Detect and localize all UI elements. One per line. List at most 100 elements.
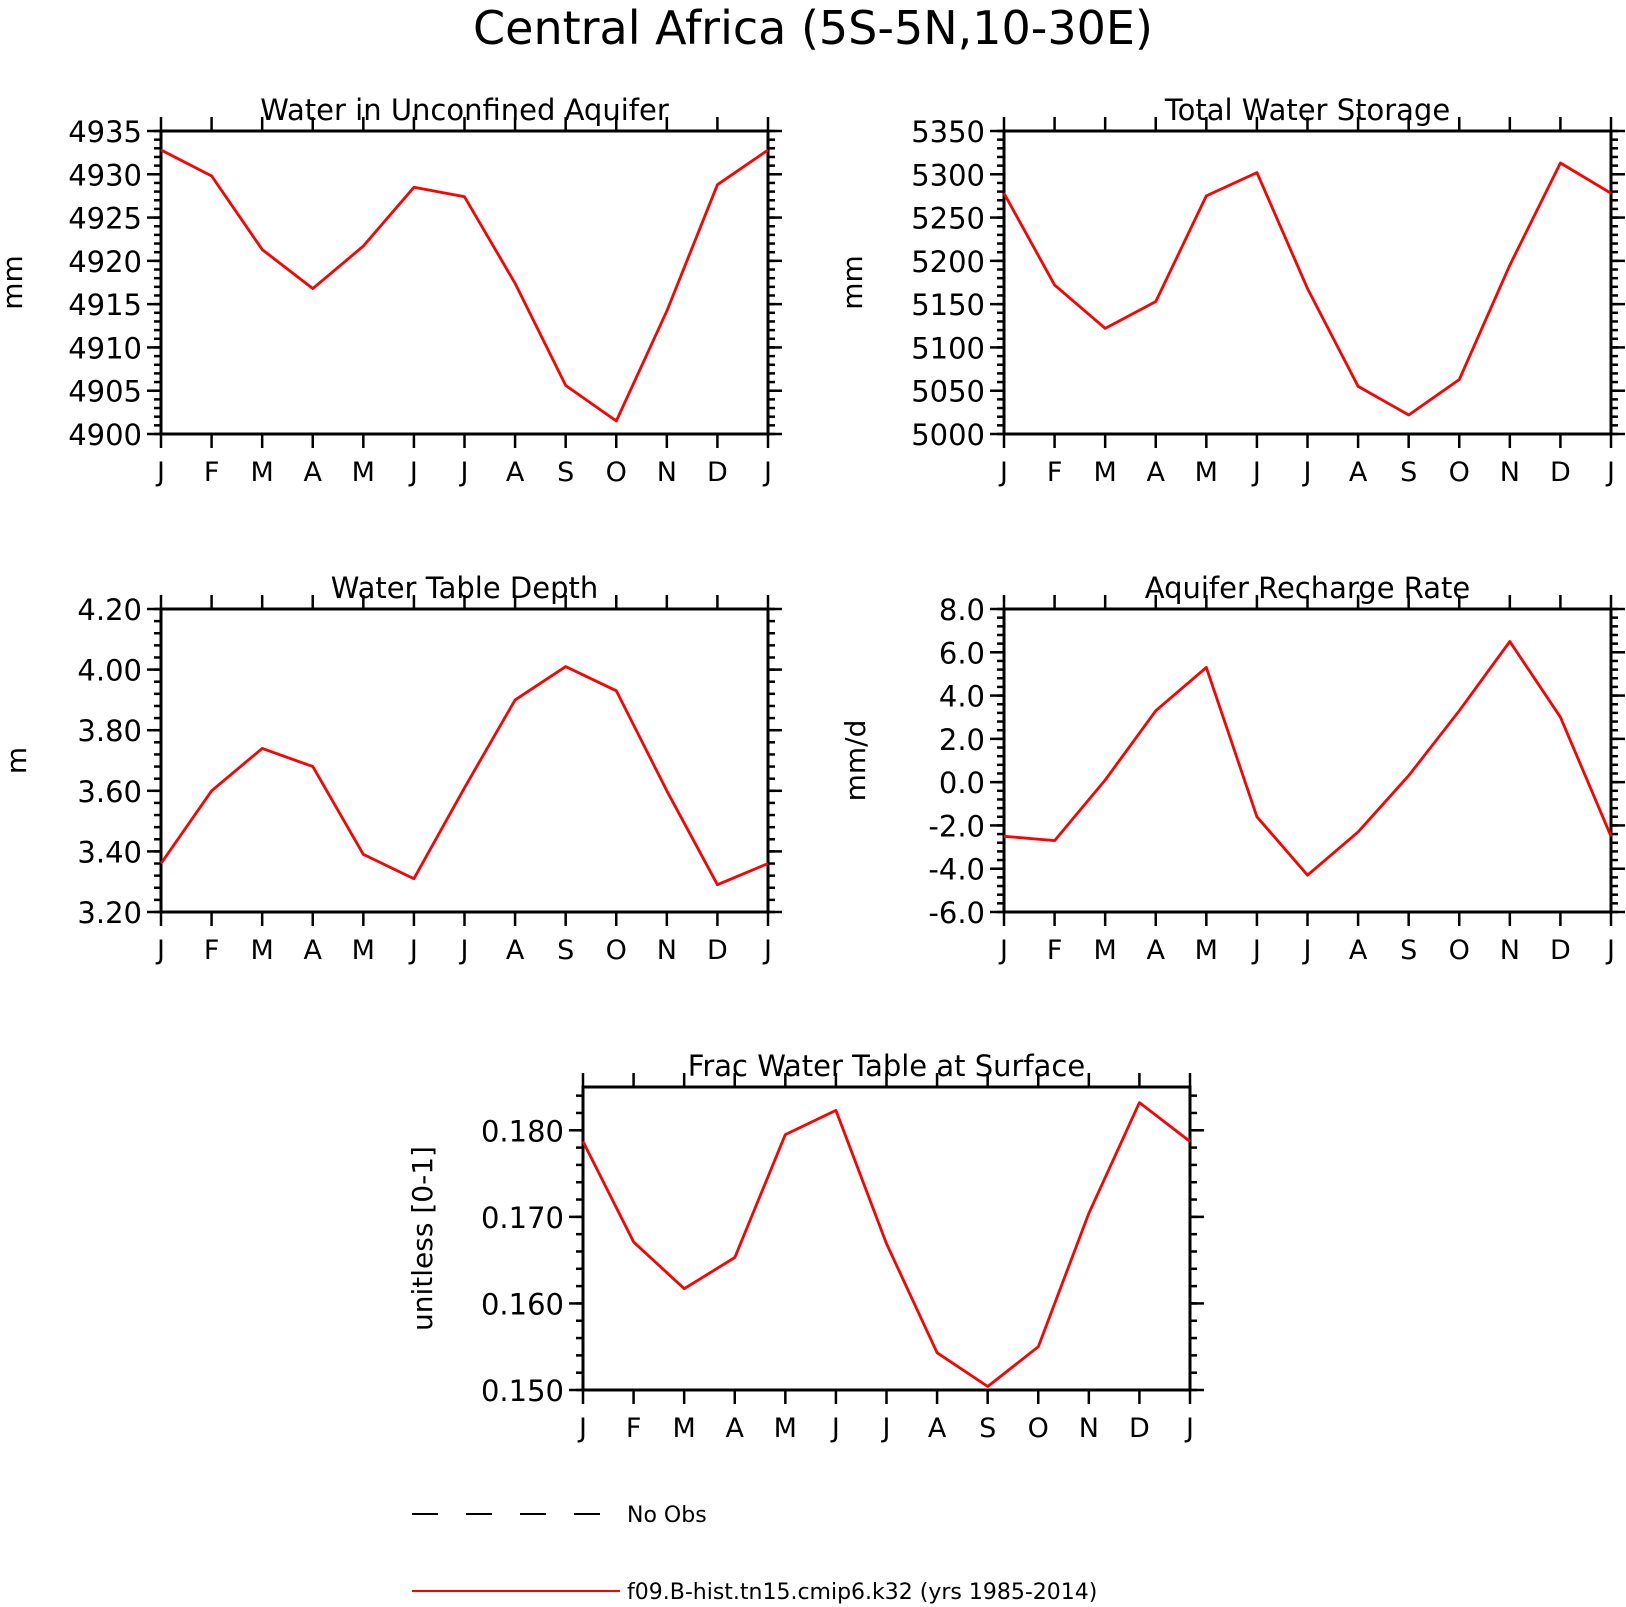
x-tick-label: F [204,935,220,966]
legend-label-no-obs: No Obs [627,1503,707,1528]
x-tick-label: F [626,1413,642,1444]
y-tick-label: 4905 [68,375,142,409]
y-tick-label: 5000 [911,418,985,452]
y-tick-label: -6.0 [928,896,985,930]
y-tick-label: 5300 [911,158,985,192]
x-tick-label: A [1147,457,1166,488]
x-tick-label: J [155,457,165,488]
x-tick-label: J [881,1413,891,1444]
y-tick-label: 2.0 [939,723,985,757]
x-tick-label: M [251,457,274,488]
y-tick-label: 5350 [911,115,985,149]
x-tick-label: J [998,457,1008,488]
x-tick-label: A [1147,935,1166,966]
x-tick-label: O [606,457,627,488]
x-tick-label: J [1251,935,1261,966]
x-tick-label: O [606,935,627,966]
x-tick-label: O [1028,1413,1049,1444]
y-axis-label: m [0,747,33,774]
x-tick-label: M [251,935,274,966]
y-tick-label: 4910 [68,331,142,365]
x-tick-label: D [1129,1413,1150,1444]
x-tick-label: J [459,935,469,966]
y-tick-label: 4925 [68,202,142,236]
x-tick-label: A [506,457,525,488]
x-tick-label: J [998,935,1008,966]
y-tick-label: 4.00 [77,654,142,688]
x-tick-label: J [1605,457,1615,488]
x-tick-label: M [1195,457,1218,488]
y-tick-label: 4920 [68,245,142,279]
y-tick-label: 4.20 [77,593,142,627]
y-tick-label: 6.0 [939,636,985,670]
x-tick-label: S [979,1413,996,1444]
y-axis-label: mm [836,255,869,310]
y-tick-label: 8.0 [939,593,985,627]
x-tick-label: J [408,457,418,488]
x-tick-label: A [506,935,525,966]
plot-frame [1002,129,1613,436]
x-tick-label: N [1500,935,1520,966]
x-tick-label: F [1047,935,1063,966]
x-tick-label: F [204,457,220,488]
x-tick-label: S [1400,935,1417,966]
y-axis-label: mm [0,255,29,310]
series-line [159,665,769,887]
y-axis-label: unitless [0-1] [406,1146,439,1331]
y-axis-label: mm/d [839,720,872,802]
x-tick-label: S [557,935,574,966]
x-tick-label: M [352,457,375,488]
y-tick-label: 4935 [68,115,142,149]
x-tick-label: J [1251,457,1261,488]
x-tick-label: J [408,935,418,966]
x-tick-label: J [1302,457,1312,488]
x-tick-label: M [1195,935,1218,966]
series-line [581,1101,1191,1388]
x-tick-label: A [1349,457,1368,488]
x-tick-label: O [1449,457,1470,488]
x-tick-label: S [1400,457,1417,488]
x-tick-label: J [762,935,772,966]
x-tick-label: A [928,1413,947,1444]
y-tick-label: 5150 [911,288,985,322]
x-tick-label: D [707,935,728,966]
x-tick-label: A [726,1413,745,1444]
x-tick-label: A [1349,935,1368,966]
x-tick-label: N [657,935,677,966]
y-tick-label: 3.60 [77,775,142,809]
x-tick-label: J [1302,935,1312,966]
x-tick-label: A [304,935,323,966]
y-tick-label: 0.170 [481,1201,564,1235]
x-tick-label: N [1079,1413,1099,1444]
x-tick-label: M [1094,935,1117,966]
y-tick-label: -2.0 [928,809,985,843]
x-tick-label: A [304,457,323,488]
y-tick-label: 4915 [68,288,142,322]
x-tick-label: M [352,935,375,966]
x-tick-label: N [1500,457,1520,488]
x-tick-label: D [1550,457,1571,488]
y-tick-label: 5250 [911,202,985,236]
x-tick-label: J [830,1413,840,1444]
y-tick-label: 0.0 [939,766,985,800]
y-tick-label: 3.80 [77,714,142,748]
x-tick-label: M [1094,457,1117,488]
x-tick-label: J [1605,935,1615,966]
y-tick-label: 3.40 [77,835,142,869]
x-tick-label: O [1449,935,1470,966]
x-tick-label: N [657,457,677,488]
y-tick-label: 0.160 [481,1287,564,1321]
y-tick-label: 5050 [911,375,985,409]
x-tick-label: M [774,1413,797,1444]
x-tick-label: J [459,457,469,488]
x-tick-label: S [557,457,574,488]
series-line [1003,640,1613,877]
y-tick-label: 4.0 [939,680,985,714]
